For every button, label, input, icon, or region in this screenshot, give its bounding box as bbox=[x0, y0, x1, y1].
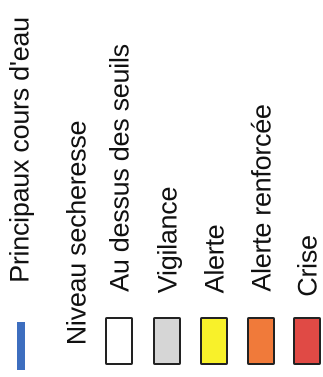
label-alerte: Alerte bbox=[199, 224, 230, 294]
label-vigilance: Vigilance bbox=[152, 186, 183, 294]
drought-level-heading: Niveau secheresse bbox=[61, 120, 92, 346]
river-label: Principaux cours d'eau bbox=[4, 17, 35, 283]
label-above-threshold: Au dessus des seuils bbox=[104, 44, 135, 292]
river-line-icon bbox=[17, 322, 25, 370]
label-alerte-renforcee: Alerte renforcée bbox=[246, 104, 277, 292]
swatch-crise bbox=[293, 317, 321, 365]
swatch-vigilance bbox=[153, 317, 181, 365]
swatch-alerte bbox=[200, 317, 228, 365]
swatch-alerte-renforcee bbox=[247, 317, 275, 365]
label-crise: Crise bbox=[292, 235, 323, 297]
swatch-above-threshold bbox=[105, 317, 133, 365]
